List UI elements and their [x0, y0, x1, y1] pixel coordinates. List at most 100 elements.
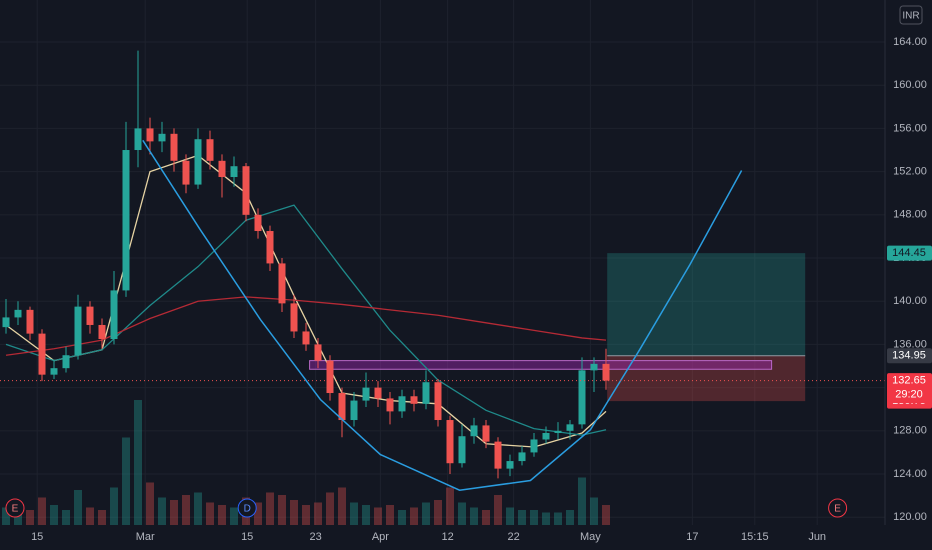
candle-body — [386, 398, 394, 412]
x-tick-label: 12 — [441, 531, 453, 543]
candle-body — [434, 382, 442, 421]
candle-body — [590, 363, 598, 371]
volume-bar — [158, 497, 166, 525]
candle-body — [542, 432, 550, 440]
volume-bar — [50, 505, 58, 525]
volume-bar — [254, 502, 262, 525]
candle-body — [338, 393, 346, 421]
x-tick-label: Apr — [372, 531, 389, 543]
price-label: 144.45 — [892, 247, 926, 259]
candle-body — [218, 160, 226, 178]
y-tick-label: 128.00 — [893, 425, 927, 437]
x-tick-label: Jun — [808, 531, 826, 543]
candle-body — [554, 430, 562, 433]
candle-body — [230, 166, 238, 178]
volume-bar — [134, 400, 142, 525]
candle-body — [146, 128, 154, 142]
x-tick-label: 15:15 — [741, 531, 769, 543]
volume-bar — [110, 487, 118, 525]
candle-body — [518, 452, 526, 462]
candle-body — [374, 387, 382, 399]
x-tick-label: 17 — [686, 531, 698, 543]
candle-body — [494, 441, 502, 469]
price-label: 134.95 — [892, 350, 926, 362]
candle-body — [446, 420, 454, 464]
candle-body — [530, 439, 538, 453]
volume-bar — [482, 510, 490, 525]
x-tick-label: 15 — [31, 531, 43, 543]
volume-bar — [422, 502, 430, 525]
candle-body — [470, 425, 478, 437]
event-marker — [828, 498, 848, 518]
candle-body — [602, 363, 610, 381]
price-label-box — [887, 373, 932, 404]
candle-body — [566, 424, 574, 431]
candle-body — [134, 128, 142, 151]
event-label: D — [244, 504, 251, 515]
candle-body — [50, 368, 58, 375]
candle-body — [398, 396, 406, 412]
candle-body — [74, 306, 82, 356]
candle-body — [14, 309, 22, 318]
volume-bar — [338, 487, 346, 525]
volume-bar — [14, 512, 22, 525]
volume-bar — [278, 495, 286, 525]
x-tick-label: May — [580, 531, 601, 543]
volume-bar — [374, 507, 382, 525]
volume-bar — [494, 495, 502, 525]
volume-bar — [590, 497, 598, 525]
candle-body — [302, 331, 310, 345]
y-tick-label: 160.00 — [893, 79, 927, 91]
candle-body — [266, 231, 274, 264]
volume-bar — [266, 492, 274, 525]
price-label-box — [887, 245, 932, 261]
candle-body — [254, 214, 262, 232]
volume-bar — [314, 502, 322, 525]
volume-bar — [26, 510, 34, 525]
candle-body — [158, 133, 166, 142]
candle-body — [170, 133, 178, 161]
volume-bar — [434, 500, 442, 525]
volume-bar — [122, 437, 130, 525]
volume-bar — [290, 500, 298, 525]
candle-body — [26, 309, 34, 334]
volume-bar — [62, 510, 70, 525]
candle-body — [206, 139, 214, 161]
currency-box[interactable] — [899, 5, 923, 25]
volume-bar — [182, 495, 190, 525]
candle-body — [242, 166, 250, 215]
candle-body — [290, 303, 298, 332]
volume-bar — [398, 510, 406, 525]
moving-average — [5, 204, 607, 436]
x-tick-label: 15 — [241, 531, 253, 543]
volume-bar — [230, 507, 238, 525]
volume-bar — [350, 502, 358, 525]
candle-body — [278, 263, 286, 304]
moving-average — [5, 296, 607, 356]
y-tick-label: 148.00 — [893, 209, 927, 221]
volume-bar — [194, 492, 202, 525]
y-tick-label: 156.00 — [893, 122, 927, 134]
y-tick-label: 164.00 — [893, 36, 927, 48]
candle-body — [410, 396, 418, 404]
volume-bar — [578, 477, 586, 525]
currency[interactable]: INR — [902, 11, 919, 22]
volume-bar — [2, 507, 10, 525]
candle-body — [182, 160, 190, 185]
volume-bar — [554, 512, 562, 525]
volume-bar — [602, 505, 610, 525]
candle-body — [458, 436, 466, 464]
volume-bar — [458, 502, 466, 525]
event-label: E — [12, 504, 19, 515]
volume-bar — [170, 500, 178, 525]
volume-bar — [470, 507, 478, 525]
resistance-zone — [309, 360, 773, 370]
stop-zone — [607, 355, 806, 402]
volume-bar — [302, 505, 310, 525]
volume-bar — [38, 497, 46, 525]
volume-bar — [386, 505, 394, 525]
price-label-box — [887, 348, 932, 364]
event-marker — [5, 498, 25, 518]
